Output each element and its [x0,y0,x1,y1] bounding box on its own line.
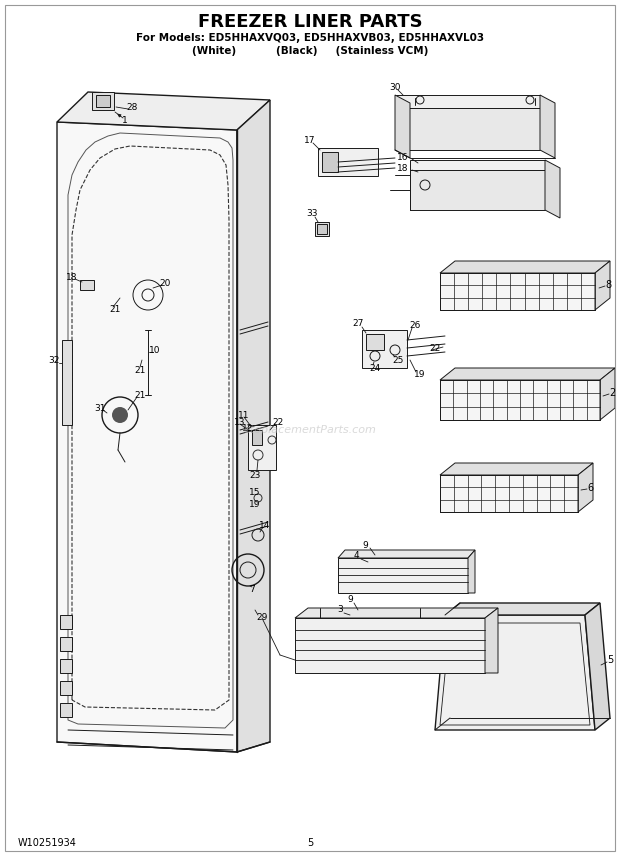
Text: 10: 10 [149,346,161,354]
Polygon shape [440,463,593,475]
Bar [96,95,110,107]
Text: 13: 13 [234,418,246,426]
Polygon shape [440,368,615,380]
Bar [80,280,94,290]
Text: 22: 22 [430,343,441,353]
Text: 8: 8 [605,280,611,290]
Bar [60,681,72,695]
Polygon shape [395,95,540,108]
Text: 19: 19 [414,370,426,378]
Text: For Models: ED5HHAXVQ03, ED5HHAXVB03, ED5HHAXVL03: For Models: ED5HHAXVQ03, ED5HHAXVB03, ED… [136,33,484,43]
Text: 15: 15 [249,488,261,496]
Polygon shape [485,608,498,673]
Polygon shape [585,603,610,730]
Text: 25: 25 [392,355,404,365]
Polygon shape [395,95,410,158]
Bar [362,330,407,368]
Text: 30: 30 [389,82,401,92]
Text: 28: 28 [126,103,138,111]
Text: 1: 1 [122,116,128,124]
Bar [60,637,72,651]
Text: FREEZER LINER PARTS: FREEZER LINER PARTS [198,13,422,31]
Bar [60,659,72,673]
Polygon shape [440,475,578,512]
Polygon shape [468,550,475,593]
Text: 32: 32 [48,355,60,365]
Text: etoplacementParts.com: etoplacementParts.com [244,425,376,435]
Text: 11: 11 [238,411,250,419]
Bar [322,152,338,172]
Text: 21: 21 [135,366,146,375]
Text: 5: 5 [607,655,613,665]
Text: 3: 3 [337,605,343,615]
Bar [62,340,72,425]
Text: 9: 9 [362,540,368,550]
Text: W10251934: W10251934 [18,838,77,848]
Bar [338,558,468,593]
Polygon shape [237,100,270,752]
Text: 9: 9 [347,596,353,604]
Bar [252,430,262,445]
Polygon shape [600,368,615,420]
Polygon shape [57,122,237,752]
Text: 5: 5 [307,838,313,848]
Bar [295,618,485,673]
Text: 4: 4 [353,551,359,561]
Polygon shape [445,603,600,615]
Text: 20: 20 [159,278,170,288]
Polygon shape [545,160,560,218]
Polygon shape [410,170,545,210]
Bar [318,148,378,176]
Text: 16: 16 [397,152,408,162]
Text: 12: 12 [242,424,254,432]
Bar [60,615,72,629]
Text: 17: 17 [304,135,316,145]
Polygon shape [440,261,610,273]
Polygon shape [295,608,498,618]
Polygon shape [410,160,545,170]
Circle shape [112,407,128,423]
Bar [366,334,384,350]
Text: 21: 21 [109,306,121,314]
Text: 29: 29 [256,614,268,622]
Text: 18: 18 [397,163,408,173]
Text: 31: 31 [94,403,106,413]
Text: 7: 7 [249,586,255,595]
Text: 33: 33 [306,209,317,217]
Text: (White)           (Black)     (Stainless VCM): (White) (Black) (Stainless VCM) [192,46,428,56]
Text: 6: 6 [587,483,593,493]
Text: 2: 2 [609,388,615,398]
Bar [248,425,276,470]
Bar [92,92,114,110]
Polygon shape [440,273,595,310]
Polygon shape [578,463,593,512]
Text: 19: 19 [249,500,261,508]
Polygon shape [595,261,610,310]
Bar [60,703,72,717]
Text: 14: 14 [259,520,271,530]
Text: 23: 23 [249,471,260,479]
Text: 24: 24 [370,364,381,372]
Polygon shape [57,92,270,130]
Polygon shape [338,550,475,558]
Polygon shape [540,95,555,158]
Polygon shape [435,615,595,730]
Bar [315,222,329,236]
Polygon shape [440,380,600,420]
Text: 22: 22 [272,418,283,426]
Polygon shape [395,108,540,150]
Text: 27: 27 [352,318,364,328]
Bar [317,224,327,234]
Text: 18: 18 [66,272,78,282]
Text: 21: 21 [135,390,146,400]
Text: 26: 26 [409,320,421,330]
